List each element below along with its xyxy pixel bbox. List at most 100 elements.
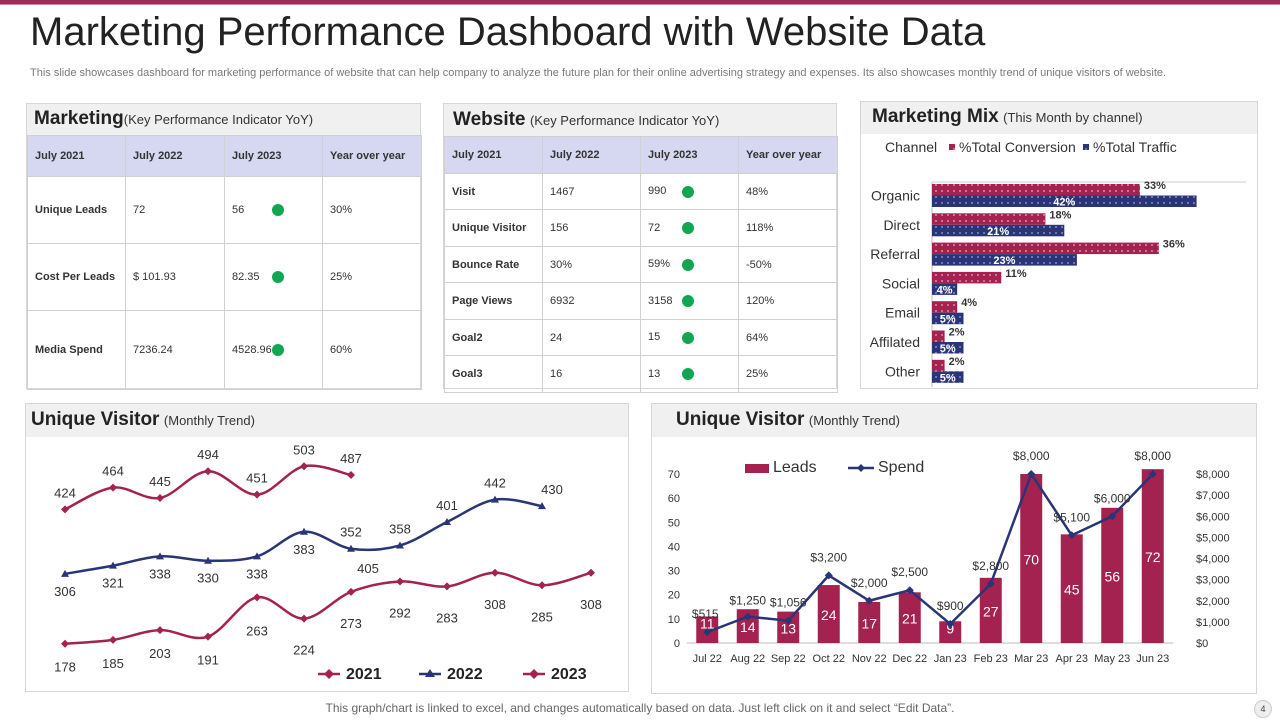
category-label: Email xyxy=(885,305,920,321)
table-row: Goal3 16 13 25% xyxy=(444,355,838,393)
data-point-marker xyxy=(253,490,261,499)
leads-bar xyxy=(1101,507,1124,643)
spend-marker xyxy=(1108,512,1117,521)
y-tick-left: 30 xyxy=(668,566,680,578)
data-label-2022: 401 xyxy=(436,498,458,513)
spend-data-label: $2,800 xyxy=(972,559,1009,573)
data-point-marker xyxy=(109,483,117,492)
spend-data-label: $5,100 xyxy=(1053,510,1090,524)
data-point-marker xyxy=(204,632,212,641)
data-label-2021: 445 xyxy=(149,474,171,489)
leads-data-label: 9 xyxy=(946,620,954,636)
spend-marker xyxy=(946,619,955,628)
y-tick-right: $0 xyxy=(1196,638,1208,650)
cell-2022: $ 101.93 xyxy=(125,243,225,311)
website-panel-title: Website xyxy=(453,109,526,130)
data-label-2023: 224 xyxy=(293,643,315,658)
y-tick-left: 40 xyxy=(668,541,680,553)
traffic-data-label: 42% xyxy=(1053,197,1075,209)
legend-label-2022: 2022 xyxy=(447,666,483,683)
leads-data-label: 72 xyxy=(1145,549,1161,565)
data-point-marker xyxy=(347,544,355,552)
y-tick-right: $7,000 xyxy=(1196,490,1230,502)
y-tick-right: $3,000 xyxy=(1196,575,1230,587)
cell-2022: 24 xyxy=(542,319,641,356)
page-subtitle: This slide showcases dashboard for marke… xyxy=(30,67,1167,79)
visitor-trend-header: Unique Visitor (Monthly Trend) xyxy=(26,404,628,437)
category-label: Other xyxy=(885,363,920,379)
data-label-2022: 358 xyxy=(389,521,411,536)
x-tick-label: Jun 23 xyxy=(1136,653,1169,665)
footer-note: This graph/chart is linked to excel, and… xyxy=(325,701,955,715)
traffic-bar xyxy=(932,312,964,325)
y-tick-left: 10 xyxy=(668,614,680,626)
website-panel-subtitle: (Key Performance Indicator YoY) xyxy=(529,113,720,128)
legend-title: Channel xyxy=(885,139,937,155)
data-point-marker xyxy=(61,505,69,514)
data-label-2021: 424 xyxy=(54,485,76,500)
data-point-marker xyxy=(253,593,261,602)
data-label-2021: 464 xyxy=(102,464,124,479)
cell-yoy: 30% xyxy=(322,176,422,244)
website-kpi-table: July 2021 July 2022 July 2023 Year over … xyxy=(444,136,838,393)
data-point-marker xyxy=(491,495,499,503)
traffic-data-label: 5% xyxy=(940,314,956,326)
data-label-2022: 383 xyxy=(293,542,315,557)
cell-yoy: 64% xyxy=(738,319,838,356)
column-header: July 2021 xyxy=(27,135,126,177)
data-label-2021: 487 xyxy=(340,451,362,466)
traffic-bar xyxy=(932,283,958,295)
category-label: Organic xyxy=(871,188,920,204)
cell-2023: 59% xyxy=(640,246,739,283)
category-label: Referral xyxy=(870,246,920,262)
legend-label-2023: 2023 xyxy=(551,666,587,683)
unique-visitor-trend-panel: Unique Visitor (Monthly Trend) 424 464 445… xyxy=(25,403,629,692)
data-label-2021: 503 xyxy=(293,442,315,457)
data-point-marker xyxy=(156,493,164,502)
data-label-2023: 308 xyxy=(484,597,506,612)
x-tick-label: Oct 22 xyxy=(813,653,845,665)
data-label-2023: 283 xyxy=(436,610,458,625)
x-tick-label: Jul 22 xyxy=(693,653,722,665)
leads-data-label: 27 xyxy=(983,603,999,619)
row-label: Goal3 xyxy=(444,355,543,393)
cell-2023-value: 72 xyxy=(648,221,661,234)
marketing-mix-header: Marketing Mix (This Month by channel) xyxy=(861,102,1257,134)
leads-bar xyxy=(898,592,921,643)
spend-data-label: $1,250 xyxy=(729,594,766,608)
conversion-bar xyxy=(932,213,1046,225)
row-label: Media Spend xyxy=(27,310,126,390)
table-row: Page Views 6932 3158 120% xyxy=(444,282,838,320)
data-point-marker xyxy=(396,541,404,549)
traffic-bar xyxy=(932,254,1077,266)
spend-marker xyxy=(1148,470,1157,478)
spend-data-label: $900 xyxy=(937,599,964,613)
data-label-2023: 178 xyxy=(54,660,76,675)
data-point-marker xyxy=(204,556,212,564)
leads-bar xyxy=(1020,474,1043,643)
leads-data-label: 11 xyxy=(700,615,715,631)
spend-data-label: $8,000 xyxy=(1134,449,1171,463)
marketing-mix-subtitle: (This Month by channel) xyxy=(1003,110,1143,125)
data-point-marker xyxy=(347,471,355,480)
traffic-bar xyxy=(932,195,1197,207)
data-point-marker xyxy=(253,552,261,560)
table-row: Cost Per Leads $ 101.93 82.35 25% xyxy=(27,243,422,311)
status-dot-icon xyxy=(682,331,694,344)
spend-data-label: $515 xyxy=(692,607,719,621)
marketing-mix-panel: Marketing Mix (This Month by channel) Ch… xyxy=(860,101,1258,389)
data-point-marker xyxy=(109,561,117,569)
data-label-2021: 494 xyxy=(197,447,219,462)
spend-data-label: $8,000 xyxy=(1013,449,1050,463)
cell-2023: 13 xyxy=(640,355,739,393)
column-header: July 2022 xyxy=(125,135,225,177)
y-tick-right: $4,000 xyxy=(1196,554,1230,566)
leads-bar xyxy=(1141,469,1164,643)
data-point-marker xyxy=(156,626,164,635)
spend-marker xyxy=(703,628,712,637)
y-tick-left: 70 xyxy=(668,469,680,481)
legend-swatch-traffic xyxy=(1083,144,1089,150)
conversion-bar xyxy=(932,271,1002,284)
leads-bar xyxy=(939,621,962,643)
y-tick-right: $1,000 xyxy=(1196,617,1230,629)
